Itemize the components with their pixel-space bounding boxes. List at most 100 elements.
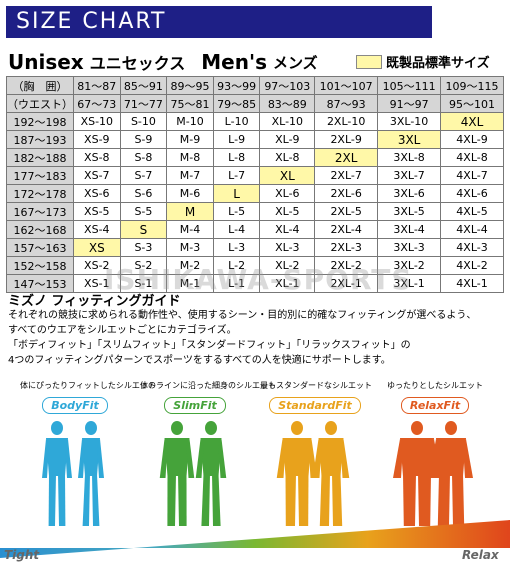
relax-fit-panel: ゆったりとしたシルエット RelaxFit [380, 380, 490, 530]
size-cell: 3XL-3 [377, 238, 442, 257]
size-cell: XS-9 [73, 130, 121, 149]
fitting-guide-title: ミズノ フィッティングガイド [8, 294, 181, 309]
chest-range-cell: 101～107 [314, 76, 379, 95]
size-row: 152～158 XS-2 S-2 M-2 L-2 XL-2 2XL-2 3XL-2 4XL-2 [6, 256, 504, 275]
size-cell: 3XL-4 [377, 220, 442, 239]
height-range-cell: 182～188 [6, 148, 74, 167]
size-cell: M-4 [166, 220, 214, 239]
standard-size-cell: L [212, 184, 261, 203]
height-range-cell: 162～168 [6, 220, 74, 239]
slim-fit-panel: 体のラインに沿った細身のシルエット SlimFit [140, 380, 276, 530]
watermark: ISHIKAWA-SPORTS [104, 263, 413, 296]
fit-caption: ゆったりとしたシルエット [387, 381, 483, 390]
chest-row-label: （胸 囲） [6, 76, 74, 95]
size-cell: 2XL-1 [314, 274, 379, 293]
size-cell: XS-8 [73, 148, 121, 167]
chest-range-cell: 81～87 [73, 76, 121, 95]
size-cell: XS-7 [73, 166, 121, 185]
standard-size-cell: 2XL [314, 148, 379, 167]
mens-label: Men's [201, 50, 267, 74]
fit-caption: 体にぴったりフィットしたシルエット [20, 381, 156, 390]
size-cell: 3XL-6 [377, 184, 442, 203]
standard-size-cell: 3XL [377, 130, 442, 149]
size-cell: 2XL-6 [314, 184, 379, 203]
fit-figures-image [159, 421, 227, 526]
standard-size-cell: 4XL [440, 112, 504, 131]
size-row: 147～153 XS-1 S-1 M-1 L-1 XL-1 2XL-1 3XL-1 4XL-1 [6, 274, 504, 293]
size-cell: 4XL-7 [440, 166, 504, 185]
guide-line: それぞれの競技に求められる動作性や、使用するシーン・目的別に的確なフィッティング… [8, 310, 477, 321]
size-cell: L-8 [212, 148, 261, 167]
size-cell: 3XL-1 [377, 274, 442, 293]
waist-range-cell: 67～73 [73, 94, 121, 113]
size-cell: XS-6 [73, 184, 121, 203]
female-figure [195, 421, 227, 526]
size-row: 167～173 XS-5 S-5 M L-5 XL-5 2XL-5 3XL-5 4XL-5 [6, 202, 504, 221]
size-cell: 3XL-8 [377, 148, 442, 167]
size-row: 182～188 XS-8 S-8 M-8 L-8 XL-8 2XL 3XL-8 4XL-8 [6, 148, 504, 167]
size-cell: XL-3 [259, 238, 316, 257]
size-cell: XS-2 [73, 256, 121, 275]
height-range-cell: 192～198 [6, 112, 74, 131]
size-cell: S-5 [119, 202, 168, 221]
female-figure [312, 421, 350, 526]
waist-row-label: （ウエスト） [6, 94, 74, 113]
guide-line: すべてのウエアをシルエットごとにカテゴライズ。 [8, 325, 237, 336]
chest-row: （胸 囲） 81～87 85～91 89～95 93～99 97～103 101～107 1… [6, 76, 504, 95]
height-range-cell: 177～183 [6, 166, 74, 185]
height-range-cell: 172～178 [6, 184, 74, 203]
size-cell: L-5 [212, 202, 261, 221]
size-cell: L-7 [212, 166, 261, 185]
size-cell: 4XL-5 [440, 202, 504, 221]
body-fit-panel: 体にぴったりフィットしたシルエット BodyFit [20, 380, 156, 530]
unisex-kana-label: ユニセックス [89, 54, 186, 73]
size-cell: 3XL-5 [377, 202, 442, 221]
size-cell: XS-10 [73, 112, 121, 131]
size-cell: 3XL-2 [377, 256, 442, 275]
fit-gradient-ramp [0, 520, 510, 558]
size-cell: 4XL-4 [440, 220, 504, 239]
size-cell: M-7 [166, 166, 214, 185]
height-range-cell: 157～163 [6, 238, 74, 257]
size-cell: L-4 [212, 220, 261, 239]
size-cell: S-6 [119, 184, 168, 203]
fit-badge: SlimFit [164, 397, 226, 414]
height-range-cell: 167～173 [6, 202, 74, 221]
size-cell: XL-5 [259, 202, 316, 221]
size-cell: S-9 [119, 130, 168, 149]
fit-badge: StandardFit [269, 397, 361, 414]
fit-caption: 体のラインに沿った細身のシルエット [140, 381, 276, 390]
size-cell: M-6 [166, 184, 214, 203]
size-cell: 2XL-5 [314, 202, 379, 221]
fit-badge: RelaxFit [400, 397, 470, 414]
size-cell: XS-5 [73, 202, 121, 221]
size-cell: M-8 [166, 148, 214, 167]
fitting-guide-text: それぞれの競技に求められる動作性や、使用するシーン・目的別に的確なフィッティング… [8, 308, 504, 368]
size-row: 177～183 XS-7 S-7 M-7 L-7 XL 2XL-7 3XL-7 4XL-7 [6, 166, 504, 185]
chest-range-cell: 97～103 [259, 76, 316, 95]
size-cell: S-8 [119, 148, 168, 167]
standard-size-cell: S [119, 220, 168, 239]
size-cell: XL-6 [259, 184, 316, 203]
standard-size-cell: XS [73, 238, 121, 257]
height-range-cell: 152～158 [6, 256, 74, 275]
height-range-cell: 187～193 [6, 130, 74, 149]
table-header: Unisex ユニセックス Men's メンズ [8, 50, 318, 74]
chest-range-cell: 105～111 [377, 76, 442, 95]
standard-size-cell: M [166, 202, 214, 221]
size-cell: 4XL-1 [440, 274, 504, 293]
size-cell: M-3 [166, 238, 214, 257]
size-cell: S-7 [119, 166, 168, 185]
mens-kana-label: メンズ [272, 53, 318, 72]
size-cell: M-9 [166, 130, 214, 149]
fit-caption: 最もスタンダードなシルエット [260, 381, 372, 390]
unisex-label: Unisex [8, 50, 84, 74]
size-cell: 4XL-6 [440, 184, 504, 203]
waist-range-cell: 95～101 [440, 94, 504, 113]
size-row: 157～163 XS S-3 M-3 L-3 XL-3 2XL-3 3XL-3 4XL-3 [6, 238, 504, 257]
size-cell: 2XL-3 [314, 238, 379, 257]
size-cell: XL-1 [259, 274, 316, 293]
legend-label: 既製品標準サイズ [386, 56, 490, 71]
size-cell: M-10 [166, 112, 214, 131]
male-figure [42, 421, 72, 526]
